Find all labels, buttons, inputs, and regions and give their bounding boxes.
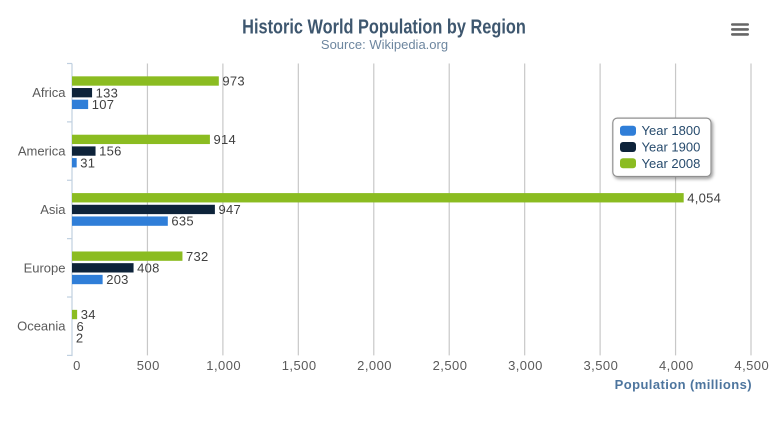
svg-text:Historic World Population by R: Historic World Population by Region <box>242 15 526 38</box>
svg-text:1,500: 1,500 <box>282 358 317 373</box>
svg-text:947: 947 <box>218 202 240 217</box>
svg-text:Oceania: Oceania <box>17 319 66 334</box>
svg-text:732: 732 <box>186 249 208 264</box>
svg-text:Europe: Europe <box>24 260 66 275</box>
svg-text:107: 107 <box>92 97 114 112</box>
svg-text:2,000: 2,000 <box>357 358 392 373</box>
svg-text:6: 6 <box>77 319 84 334</box>
svg-text:2,500: 2,500 <box>433 358 468 373</box>
svg-text:973: 973 <box>222 74 244 89</box>
svg-text:3,000: 3,000 <box>508 358 543 373</box>
svg-text:Population (millions): Population (millions) <box>615 377 752 392</box>
svg-text:408: 408 <box>137 260 159 275</box>
svg-text:Year 1800: Year 1800 <box>642 123 701 138</box>
svg-text:1,000: 1,000 <box>206 358 241 373</box>
svg-text:Year 1900: Year 1900 <box>642 140 701 155</box>
svg-text:914: 914 <box>214 132 236 147</box>
svg-text:Africa: Africa <box>32 85 66 100</box>
svg-text:500: 500 <box>137 358 160 373</box>
svg-text:Year 2008: Year 2008 <box>642 156 701 171</box>
svg-text:Asia: Asia <box>40 202 66 217</box>
svg-text:4,500: 4,500 <box>734 358 769 373</box>
svg-text:31: 31 <box>80 155 95 170</box>
svg-text:203: 203 <box>106 272 128 287</box>
svg-text:34: 34 <box>81 307 96 322</box>
svg-text:133: 133 <box>96 85 118 100</box>
svg-text:Source: Wikipedia.org: Source: Wikipedia.org <box>321 37 448 52</box>
svg-text:635: 635 <box>171 214 193 229</box>
svg-text:156: 156 <box>99 144 121 159</box>
svg-text:4,000: 4,000 <box>659 358 694 373</box>
svg-text:3,500: 3,500 <box>584 358 619 373</box>
svg-text:4,054: 4,054 <box>687 190 721 205</box>
svg-text:America: America <box>18 144 66 159</box>
svg-text:2: 2 <box>76 330 83 345</box>
svg-text:0: 0 <box>73 358 81 373</box>
